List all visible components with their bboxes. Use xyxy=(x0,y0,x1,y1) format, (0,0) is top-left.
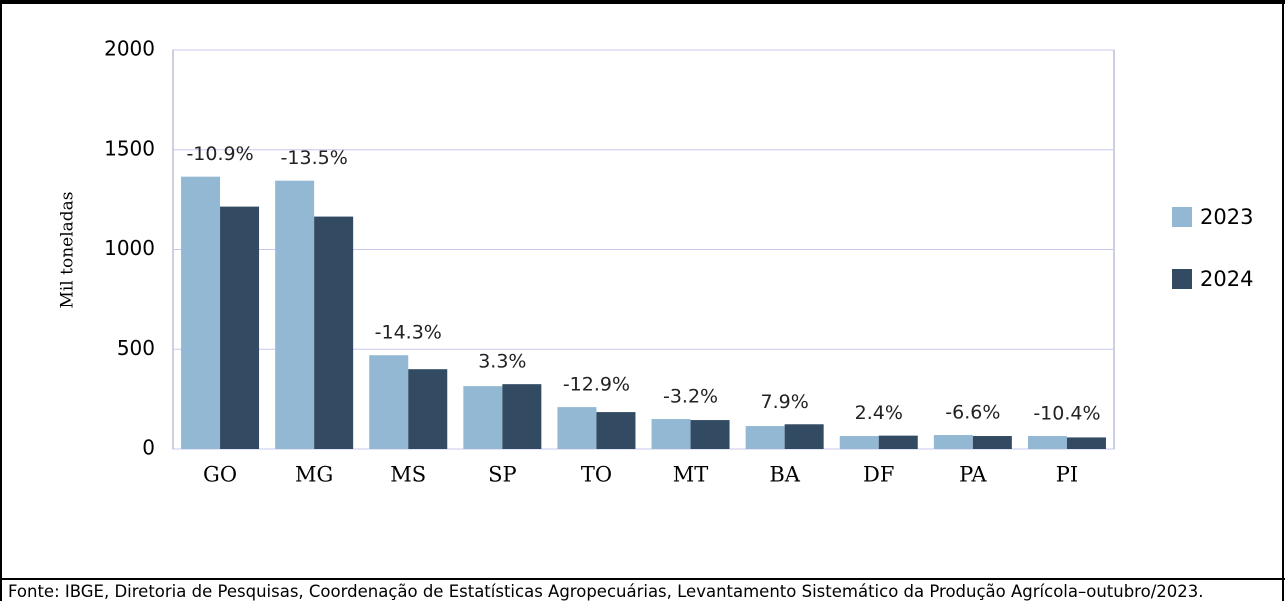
y-axis-label: Mil toneladas xyxy=(58,191,78,308)
annotation: 7.9% xyxy=(761,391,809,413)
annotation: -14.3% xyxy=(375,322,442,344)
annotation: -12.9% xyxy=(563,374,630,396)
bar xyxy=(181,176,221,449)
bar xyxy=(463,386,503,449)
annotation: -10.4% xyxy=(1033,403,1100,425)
bar xyxy=(408,369,448,449)
x-tick-label: SP xyxy=(488,463,517,487)
y-tick-label: 1000 xyxy=(104,236,155,260)
y-tick-label: 1500 xyxy=(104,136,155,160)
x-tick-label: PI xyxy=(1056,463,1078,487)
y-tick-label: 500 xyxy=(117,336,155,360)
annotation: 3.3% xyxy=(478,351,526,373)
bar xyxy=(502,384,542,449)
bar xyxy=(1027,436,1067,449)
annotation: 2.4% xyxy=(855,402,903,424)
x-tick-label: MS xyxy=(390,463,426,487)
legend-label: 2024 xyxy=(1200,267,1253,291)
bar xyxy=(369,355,409,449)
annotation: -3.2% xyxy=(663,386,718,408)
x-tick-label: GO xyxy=(203,463,237,487)
annotation: -13.5% xyxy=(281,147,348,169)
annotation: -6.6% xyxy=(945,402,1000,424)
x-tick-label: TO xyxy=(581,463,612,487)
bar xyxy=(745,426,785,449)
x-tick-label: PA xyxy=(959,463,987,487)
legend-swatch xyxy=(1172,269,1192,289)
bar xyxy=(596,412,636,449)
bar xyxy=(275,180,315,450)
bar xyxy=(1066,437,1106,449)
x-tick-label: BA xyxy=(769,463,800,487)
bar xyxy=(690,420,730,449)
x-tick-label: MG xyxy=(295,463,333,487)
bar xyxy=(933,435,973,449)
y-tick-label: 0 xyxy=(142,436,155,460)
bar xyxy=(651,419,691,449)
bar xyxy=(220,206,260,449)
bar xyxy=(972,436,1012,449)
annotation: -10.9% xyxy=(186,143,253,165)
source-note: Fonte: IBGE, Diretoria de Pesquisas, Coo… xyxy=(8,582,1204,601)
x-tick-label: MT xyxy=(673,463,709,487)
bar xyxy=(784,424,824,449)
y-tick-label: 2000 xyxy=(104,37,155,61)
x-tick-label: DF xyxy=(863,463,894,487)
bar xyxy=(557,407,597,449)
bar xyxy=(314,216,354,449)
legend-swatch xyxy=(1172,207,1192,227)
legend-label: 2023 xyxy=(1200,205,1253,229)
bar xyxy=(878,435,918,449)
bar xyxy=(839,436,879,449)
